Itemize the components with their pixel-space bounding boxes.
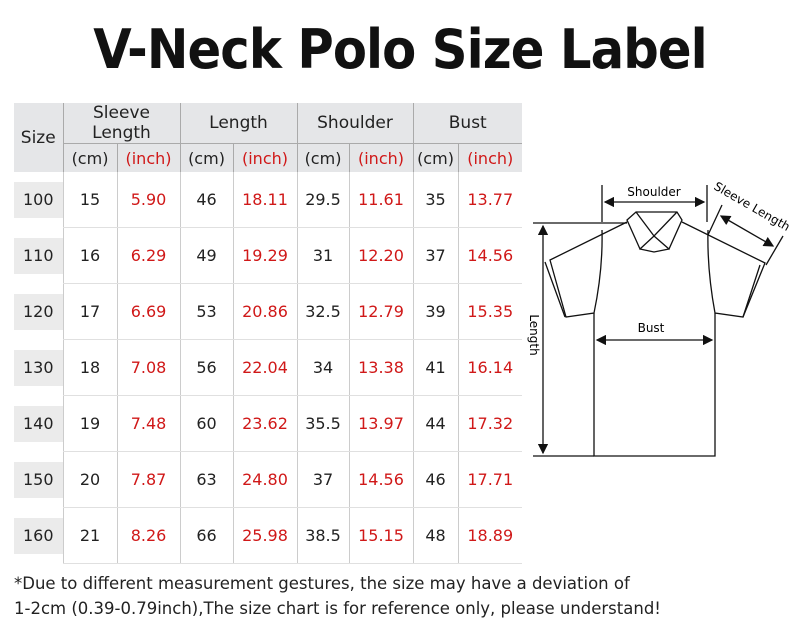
inch-cell: 12.20 (348, 227, 413, 284)
unit-cm-header: (cm) (296, 143, 349, 172)
cm-cell: 41 (412, 339, 458, 396)
inch-cell: 8.26 (116, 507, 180, 564)
size-cell: 100 (14, 172, 63, 228)
cm-cell: 31 (296, 227, 349, 284)
cm-cell: 37 (412, 227, 458, 284)
cm-cell: 21 (62, 507, 117, 564)
cm-cell: 35.5 (296, 395, 349, 452)
shoulder-label: Shoulder (627, 185, 681, 199)
cm-cell: 46 (412, 451, 458, 508)
inch-cell: 22.04 (232, 339, 297, 396)
note-line-1: *Due to different measurement gestures, … (14, 574, 630, 593)
size-cell: 110 (14, 227, 63, 284)
inch-cell: 14.56 (457, 227, 522, 284)
inch-cell: 14.56 (348, 451, 413, 508)
inch-cell: 15.15 (348, 507, 413, 564)
table-row: 140 19 7.48 60 23.62 35.5 13.97 44 17.32 (14, 395, 522, 452)
cm-cell: 46 (179, 172, 233, 228)
length-label: Length (527, 314, 541, 355)
cm-cell: 38.5 (296, 507, 349, 564)
unit-cm-header: (cm) (179, 143, 233, 172)
size-cell: 130 (14, 339, 63, 396)
inch-cell: 17.71 (457, 451, 522, 508)
size-cell: 140 (14, 395, 63, 452)
inch-cell: 25.98 (232, 507, 297, 564)
table-row: 110 16 6.29 49 19.29 31 12.20 37 14.56 (14, 227, 522, 284)
cm-cell: 53 (179, 283, 233, 340)
inch-cell: 13.77 (457, 172, 522, 228)
inch-cell: 12.79 (348, 283, 413, 340)
cm-cell: 56 (179, 339, 233, 396)
inch-cell: 20.86 (232, 283, 297, 340)
inch-cell: 18.11 (232, 172, 297, 228)
disclaimer-note: *Due to different measurement gestures, … (14, 571, 661, 621)
cm-cell: 18 (62, 339, 117, 396)
cm-cell: 32.5 (296, 283, 349, 340)
inch-cell: 7.87 (116, 451, 180, 508)
cm-cell: 66 (179, 507, 233, 564)
inch-cell: 18.89 (457, 507, 522, 564)
cm-cell: 20 (62, 451, 117, 508)
cm-cell: 63 (179, 451, 233, 508)
inch-cell: 6.69 (116, 283, 180, 340)
inch-cell: 13.97 (348, 395, 413, 452)
inch-cell: 6.29 (116, 227, 180, 284)
header-bust: Bust (412, 103, 522, 144)
table-row: 130 18 7.08 56 22.04 34 13.38 41 16.14 (14, 339, 522, 396)
sleeve-length-label: Sleeve Length (712, 179, 793, 234)
table-row: 150 20 7.87 63 24.80 37 14.56 46 17.71 (14, 451, 522, 508)
cm-cell: 37 (296, 451, 349, 508)
size-cell: 150 (14, 451, 63, 508)
note-line-2: 1-2cm (0.39-0.79inch),The size chart is … (14, 599, 661, 618)
size-cell: 160 (14, 507, 63, 564)
size-table: Size Sleeve Length Length Shoulder Bust … (14, 103, 522, 564)
inch-cell: 23.62 (232, 395, 297, 452)
inch-cell: 7.48 (116, 395, 180, 452)
inch-cell: 19.29 (232, 227, 297, 284)
cm-cell: 44 (412, 395, 458, 452)
cm-cell: 29.5 (296, 172, 349, 228)
header-length: Length (179, 103, 297, 144)
cm-cell: 39 (412, 283, 458, 340)
size-header: Size (14, 103, 63, 172)
cm-cell: 35 (412, 172, 458, 228)
unit-inch-header: (inch) (348, 143, 413, 172)
size-cell: 120 (14, 283, 63, 340)
header-sleeve-length: Sleeve Length (62, 103, 180, 144)
cm-cell: 19 (62, 395, 117, 452)
table-row: 120 17 6.69 53 20.86 32.5 12.79 39 15.35 (14, 283, 522, 340)
polo-diagram: Shoulder Bust Length Sleeve Length (527, 179, 793, 457)
table-row: 160 21 8.26 66 25.98 38.5 15.15 48 18.89 (14, 507, 522, 564)
table-row: 100 15 5.90 46 18.11 29.5 11.61 35 13.77 (14, 172, 522, 228)
unit-inch-header: (inch) (116, 143, 180, 172)
bust-label: Bust (638, 321, 665, 335)
cm-cell: 34 (296, 339, 349, 396)
inch-cell: 7.08 (116, 339, 180, 396)
unit-cm-header: (cm) (62, 143, 117, 172)
unit-cm-header: (cm) (412, 143, 458, 172)
inch-cell: 11.61 (348, 172, 413, 228)
inch-cell: 17.32 (457, 395, 522, 452)
unit-inch-header: (inch) (232, 143, 297, 172)
unit-inch-header: (inch) (457, 143, 522, 172)
cm-cell: 60 (179, 395, 233, 452)
inch-cell: 13.38 (348, 339, 413, 396)
inch-cell: 16.14 (457, 339, 522, 396)
cm-cell: 48 (412, 507, 458, 564)
inch-cell: 24.80 (232, 451, 297, 508)
header-shoulder: Shoulder (296, 103, 413, 144)
inch-cell: 5.90 (116, 172, 180, 228)
cm-cell: 16 (62, 227, 117, 284)
inch-cell: 15.35 (457, 283, 522, 340)
cm-cell: 17 (62, 283, 117, 340)
cm-cell: 49 (179, 227, 233, 284)
page-title: V-Neck Polo Size Label (93, 18, 707, 81)
cm-cell: 15 (62, 172, 117, 228)
